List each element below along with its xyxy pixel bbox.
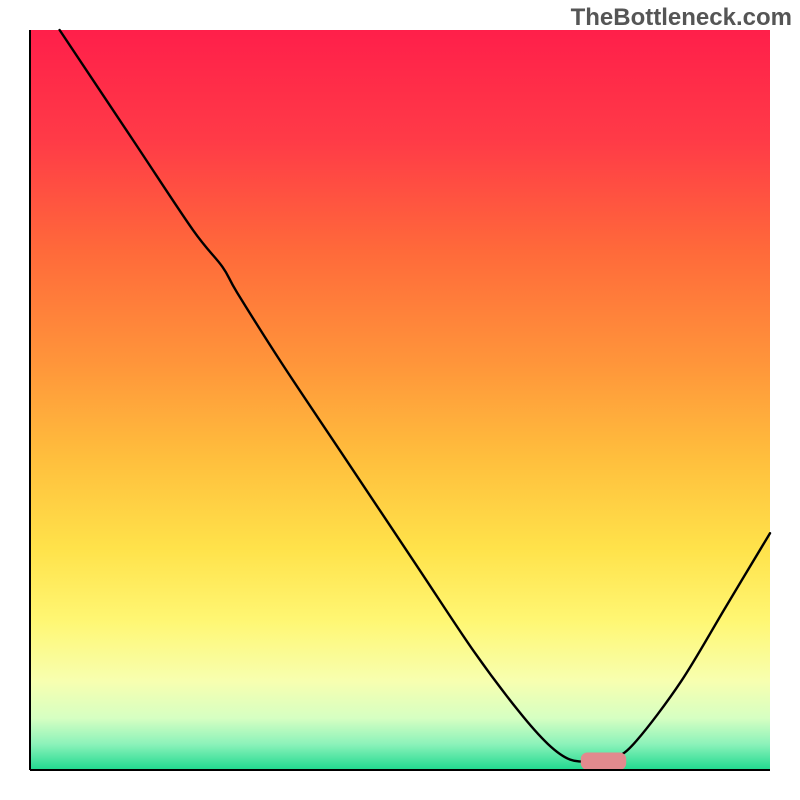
watermark-text: TheBottleneck.com (571, 4, 792, 32)
optimal-marker-pill (581, 753, 625, 769)
bottleneck-chart (0, 0, 800, 800)
chart-wrapper: TheBottleneck.com (0, 0, 800, 800)
plot-background (30, 30, 770, 770)
